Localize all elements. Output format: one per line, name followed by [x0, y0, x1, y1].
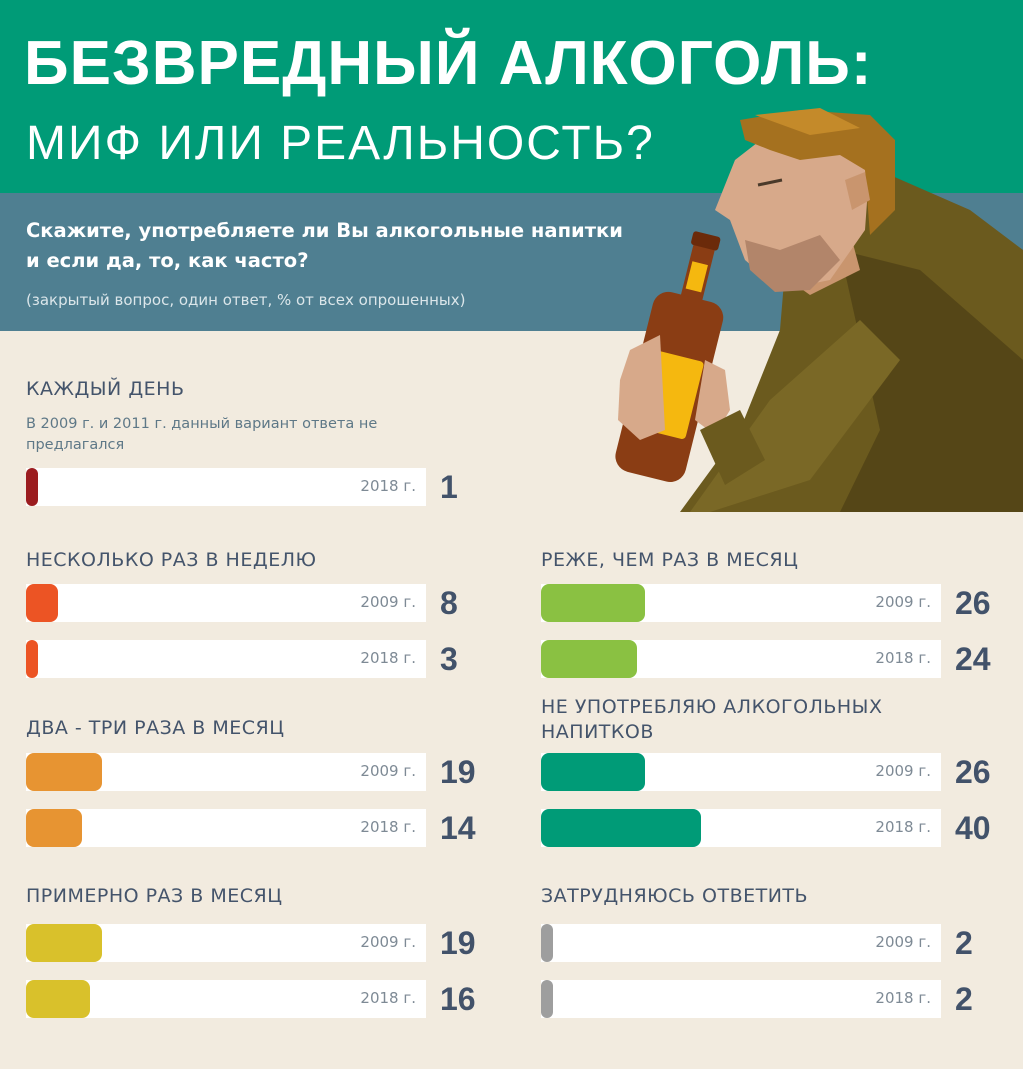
category-label: ПРИМЕРНО РАЗ В МЕСЯЦ: [26, 885, 283, 907]
bar-fill: [26, 468, 38, 506]
bar-value-label: 40: [955, 810, 991, 846]
bar-year-label: 2018 г.: [875, 989, 931, 1007]
jacket-shadow: [840, 250, 1023, 512]
page-subtitle: МИФ ИЛИ РЕАЛЬНОСТЬ?: [26, 117, 655, 170]
category-label: ЗАТРУДНЯЮСЬ ОТВЕТИТЬ: [541, 885, 809, 907]
bar-value-label: 8: [440, 585, 458, 621]
bar-year-label: 2009 г.: [875, 762, 931, 780]
bar-track: 2018 г.: [26, 809, 426, 847]
bar-fill: [26, 753, 102, 791]
ear-shape: [845, 172, 870, 210]
bar-track: 2009 г.: [541, 584, 941, 622]
question-text: Скажите, употребляете ли Вы алкогольные …: [26, 219, 623, 272]
man-with-bottle-illustration: [615, 108, 1023, 512]
bar-value-label: 26: [955, 754, 991, 790]
bar-fill: [26, 809, 82, 847]
bar-fill: [541, 980, 553, 1018]
bar-track: 2009 г.: [541, 753, 941, 791]
bar-track: 2018 г.: [26, 468, 426, 506]
hand-shape: [618, 335, 665, 440]
bar-track: 2018 г.: [541, 980, 941, 1018]
bar-year-label: 2018 г.: [360, 477, 416, 495]
header-banner: БЕЗВРЕДНЫЙ АЛКОГОЛЬ: МИФ ИЛИ РЕАЛЬНОСТЬ?: [0, 0, 1023, 193]
question-note: (закрытый вопрос, один ответ, % от всех …: [26, 291, 466, 309]
bar-value-label: 26: [955, 585, 991, 621]
bar-year-label: 2009 г.: [875, 933, 931, 951]
bar-fill: [541, 753, 645, 791]
bar-value-label: 19: [440, 754, 476, 790]
bar-value-label: 14: [440, 810, 476, 846]
bar-fill: [26, 980, 90, 1018]
bar-year-label: 2018 г.: [360, 649, 416, 667]
bar-year-label: 2009 г.: [360, 762, 416, 780]
bar-track: 2009 г.: [26, 584, 426, 622]
bottle-cap: [691, 231, 721, 251]
bar-fill: [26, 584, 58, 622]
category-label: КАЖДЫЙ ДЕНЬ: [26, 378, 185, 400]
bar-fill: [541, 924, 553, 962]
beard-shape: [745, 235, 840, 292]
bar-fill: [26, 924, 102, 962]
bar-year-label: 2018 г.: [875, 818, 931, 836]
bar-value-label: 2: [955, 925, 973, 961]
category-label: РЕЖЕ, ЧЕМ РАЗ В МЕСЯЦ: [541, 549, 799, 571]
cuff-shape: [700, 410, 765, 485]
bar-value-label: 3: [440, 641, 458, 677]
page-title: БЕЗВРЕДНЫЙ АЛКОГОЛЬ:: [24, 29, 873, 98]
bar-value-label: 24: [955, 641, 991, 677]
bar-value-label: 19: [440, 925, 476, 961]
category-note: В 2009 г. и 2011 г. данный вариант ответ…: [26, 416, 378, 453]
bar-fill: [541, 584, 645, 622]
bar-track: 2009 г.: [26, 924, 426, 962]
bar-value-label: 16: [440, 981, 476, 1017]
bar-year-label: 2009 г.: [875, 593, 931, 611]
hair-shape: [740, 110, 895, 235]
bottle-neck-label: [685, 261, 708, 293]
bar-value-label: 2: [955, 981, 973, 1017]
bar-fill: [26, 640, 38, 678]
bar-track: 2009 г.: [26, 753, 426, 791]
bar-track: 2009 г.: [541, 924, 941, 962]
hair-highlight: [755, 108, 860, 135]
bar-track: 2018 г.: [541, 640, 941, 678]
eye-line: [757, 178, 783, 187]
category-label: НЕ УПОТРЕБЛЯЮ АЛКОГОЛЬНЫХ НАПИТКОВ: [541, 696, 883, 743]
bar-year-label: 2009 г.: [360, 593, 416, 611]
bar-track: 2018 г.: [541, 809, 941, 847]
category-label: НЕСКОЛЬКО РАЗ В НЕДЕЛЮ: [26, 549, 317, 571]
bar-year-label: 2018 г.: [360, 818, 416, 836]
bar-track: 2018 г.: [26, 980, 426, 1018]
category-label: ДВА - ТРИ РАЗА В МЕСЯЦ: [26, 717, 285, 739]
bar-value-label: 1: [440, 469, 458, 505]
bar-year-label: 2018 г.: [875, 649, 931, 667]
hand-right: [695, 360, 730, 435]
bar-year-label: 2018 г.: [360, 989, 416, 1007]
bar-fill: [541, 640, 637, 678]
bar-track: 2018 г.: [26, 640, 426, 678]
bar-fill: [541, 809, 701, 847]
bar-year-label: 2009 г.: [360, 933, 416, 951]
